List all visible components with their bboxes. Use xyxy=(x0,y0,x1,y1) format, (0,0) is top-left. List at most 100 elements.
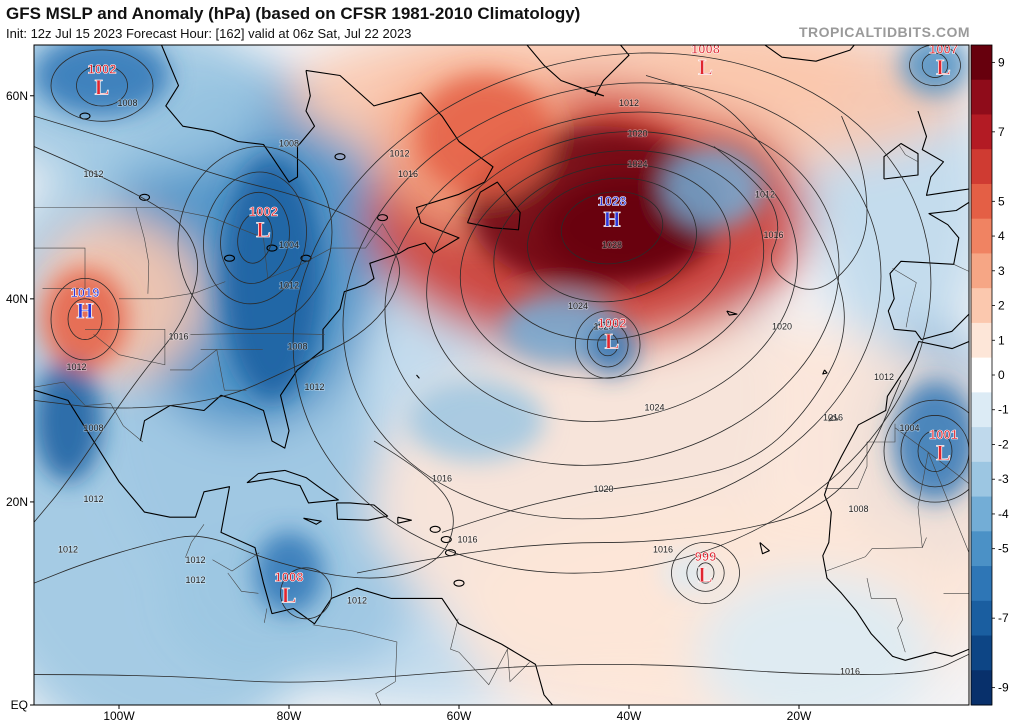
isobar-label: 1024 xyxy=(627,159,647,169)
colorbar-segment xyxy=(971,531,992,567)
pressure-value-label: 1008 xyxy=(691,41,720,56)
colorbar-label: 1 xyxy=(998,333,1005,347)
isobar-contour xyxy=(586,321,629,368)
colorbar-segment xyxy=(971,635,992,671)
lake-outline xyxy=(138,193,151,201)
lake-outline xyxy=(300,254,312,262)
isobar-contour xyxy=(67,298,103,340)
coastline-segment xyxy=(160,45,273,158)
border-segment xyxy=(212,552,260,572)
colorbar-segment xyxy=(971,149,992,185)
colorbar-segment xyxy=(971,566,992,602)
isobar-label: 1004 xyxy=(279,240,299,250)
colorbar-segment xyxy=(971,183,992,220)
coastline-segment xyxy=(828,415,839,422)
colorbar-label: 0 xyxy=(998,368,1005,382)
isobar-contour xyxy=(76,64,128,107)
colorbar-segment xyxy=(971,322,992,359)
longitude-tick-label: 60W xyxy=(447,709,472,723)
colorbar-segment xyxy=(971,253,992,289)
colorbar-segment xyxy=(971,288,992,324)
isobar-label: 1020 xyxy=(593,484,613,494)
isobar-label: 1012 xyxy=(185,555,205,565)
border-segment xyxy=(894,427,969,594)
low-symbol: L xyxy=(605,328,620,353)
coastline-segment xyxy=(303,517,322,525)
colorbar-label: -9 xyxy=(998,681,1009,695)
border-segment xyxy=(170,349,247,391)
colorbar-segment xyxy=(971,496,992,532)
isobar-label: 1012 xyxy=(619,98,639,108)
isobar-label: 1012 xyxy=(389,149,409,159)
border-segment xyxy=(892,268,917,328)
isobar-label: 1008 xyxy=(287,342,307,352)
colorbar-segment xyxy=(971,45,992,81)
low-symbol: L xyxy=(698,54,713,79)
colorbar-label: 4 xyxy=(998,229,1005,243)
source-credit: TROPICALTIDBITS.COM xyxy=(798,24,970,40)
isobar-label: 1012 xyxy=(874,372,894,382)
anomaly-field xyxy=(34,45,969,705)
border-segment xyxy=(185,524,205,558)
latitude-tick-label: 60N xyxy=(6,89,28,103)
isobar-contour xyxy=(177,146,333,330)
isobar-contour xyxy=(34,115,400,409)
isobar-label: 1028 xyxy=(602,240,622,250)
map-subtitle: Init: 12z Jul 15 2023 Forecast Hour: [16… xyxy=(6,26,412,41)
coastline-segment xyxy=(917,110,969,196)
isobar-contour xyxy=(671,542,740,605)
low-symbol: L xyxy=(256,217,271,242)
border-segment xyxy=(34,247,86,289)
coastline-segment xyxy=(271,70,316,183)
colorbar-label: 9 xyxy=(998,55,1005,69)
isobar-label: 1024 xyxy=(568,301,588,311)
isobar-label: 1008 xyxy=(848,504,868,514)
colorbar-label: -7 xyxy=(998,611,1009,625)
isobar-contour xyxy=(34,440,454,584)
border-segment xyxy=(85,329,166,366)
isobar-label: 1012 xyxy=(83,494,103,504)
isobar-contour xyxy=(34,653,969,683)
isobar-contour xyxy=(900,415,969,488)
isobar-contour xyxy=(356,379,902,574)
lake-outline xyxy=(440,535,452,544)
latitude-tick-label: 20N xyxy=(6,495,28,509)
isobar-contour xyxy=(203,171,307,305)
colorbar-segment xyxy=(971,357,992,393)
lake-outline xyxy=(429,525,441,533)
latitude-tick-label: EQ xyxy=(11,698,28,712)
lake-outline xyxy=(334,153,346,161)
low-symbol: L xyxy=(698,562,713,587)
isobar-contour xyxy=(426,131,798,422)
low-symbol: L xyxy=(282,582,297,607)
isobars xyxy=(34,45,969,683)
coastline-segment xyxy=(883,142,919,180)
isobar-contour xyxy=(713,115,868,290)
coastline-segment xyxy=(466,181,521,231)
isobar-contour xyxy=(237,212,273,264)
pressure-value-label: 1001 xyxy=(929,427,958,442)
colorbar-segment xyxy=(971,79,992,115)
isobar-label: 1024 xyxy=(644,403,664,413)
coastline-segment xyxy=(526,45,605,97)
isobar-label: 1012 xyxy=(304,382,324,392)
isobar-label: 1008 xyxy=(83,423,103,433)
isobar-label: 1004 xyxy=(899,423,919,433)
isobar-contour xyxy=(686,554,725,592)
colorbar-segment xyxy=(971,461,992,498)
border-segment xyxy=(119,281,226,300)
coastline-segment xyxy=(336,502,389,521)
coastline-segment xyxy=(139,69,494,449)
isobar-label: 1016 xyxy=(168,331,188,341)
isobar-label: 1012 xyxy=(83,169,103,179)
isobar-label: 1016 xyxy=(763,230,783,240)
isobar-contour xyxy=(921,52,949,78)
isobar-contour xyxy=(459,149,765,379)
colorbar-label: 2 xyxy=(998,299,1005,313)
border-segment xyxy=(917,451,969,548)
